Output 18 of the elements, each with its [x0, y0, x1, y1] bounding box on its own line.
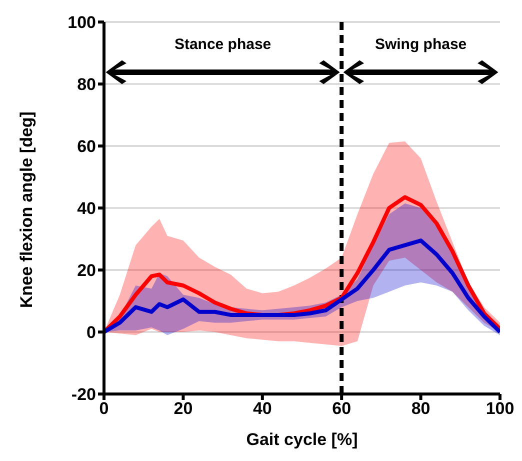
y-tick-label: 80 — [77, 75, 96, 94]
y-tick-label: 40 — [77, 199, 96, 218]
annotation: Swing phase — [374, 36, 467, 53]
annotation: Stance phase — [174, 36, 272, 53]
x-tick-label: 20 — [174, 399, 193, 418]
x-tick-label: 80 — [411, 399, 430, 418]
y-tick-label: 20 — [77, 261, 96, 280]
line-series — [104, 238, 500, 334]
x-axis-title: Gait cycle [%] — [246, 430, 358, 449]
x-tick-label: 0 — [99, 399, 109, 418]
y-tick-label: -20 — [71, 385, 96, 404]
x-tick-label: 100 — [486, 399, 514, 418]
x-tick-label: 60 — [332, 399, 352, 418]
y-tick-label: 0 — [86, 323, 96, 342]
y-axis-title: Knee flexion angle [deg] — [17, 112, 36, 308]
y-tick-label: 60 — [77, 137, 96, 156]
x-tick-label: 40 — [252, 399, 272, 418]
y-tick-label: 100 — [68, 13, 96, 32]
